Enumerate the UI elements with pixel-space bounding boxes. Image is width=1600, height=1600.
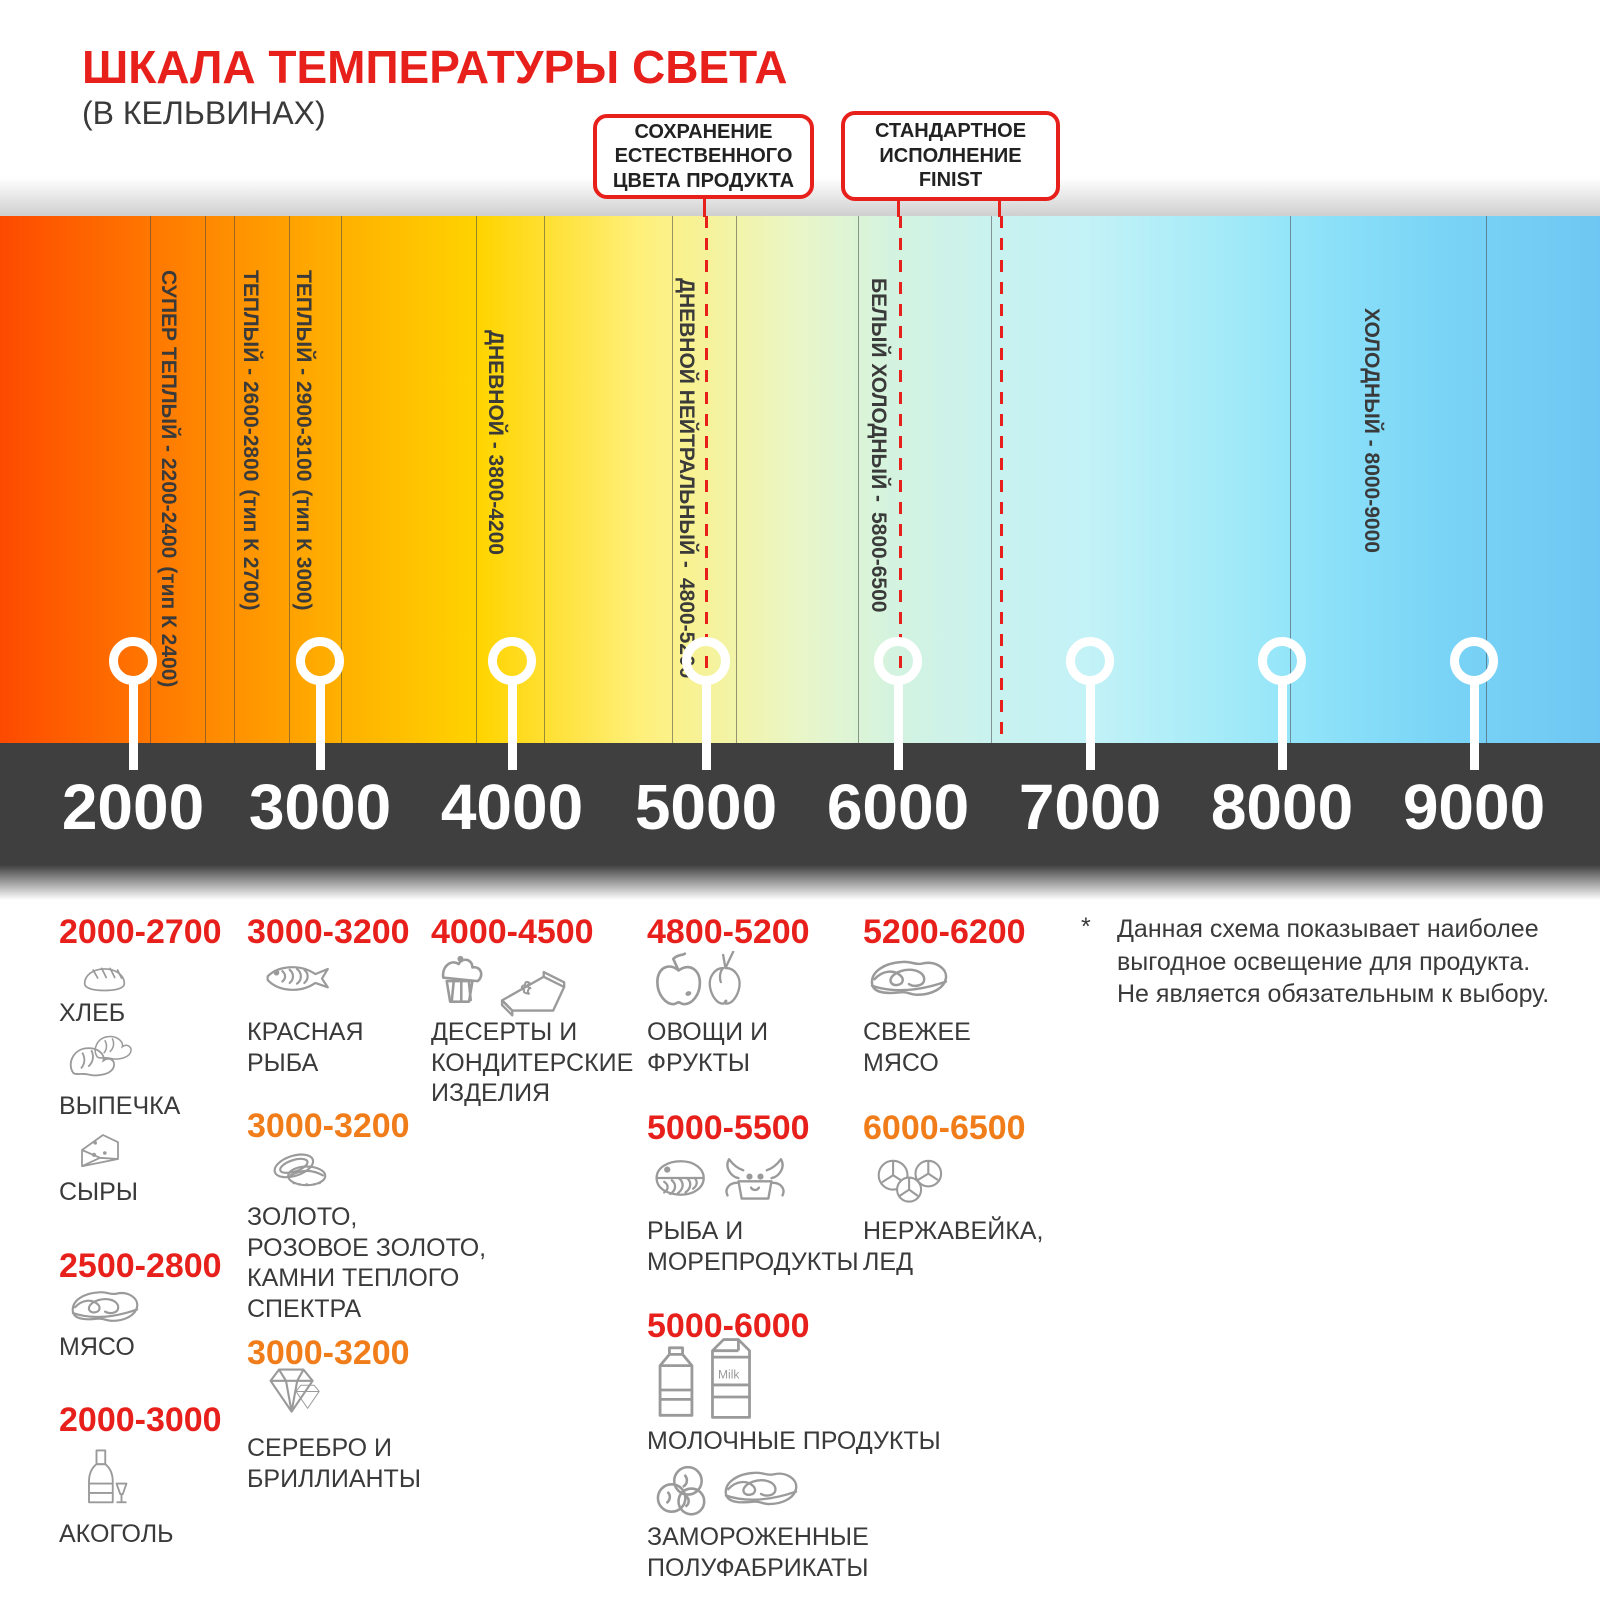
svg-text:Milk: Milk — [718, 1367, 740, 1381]
